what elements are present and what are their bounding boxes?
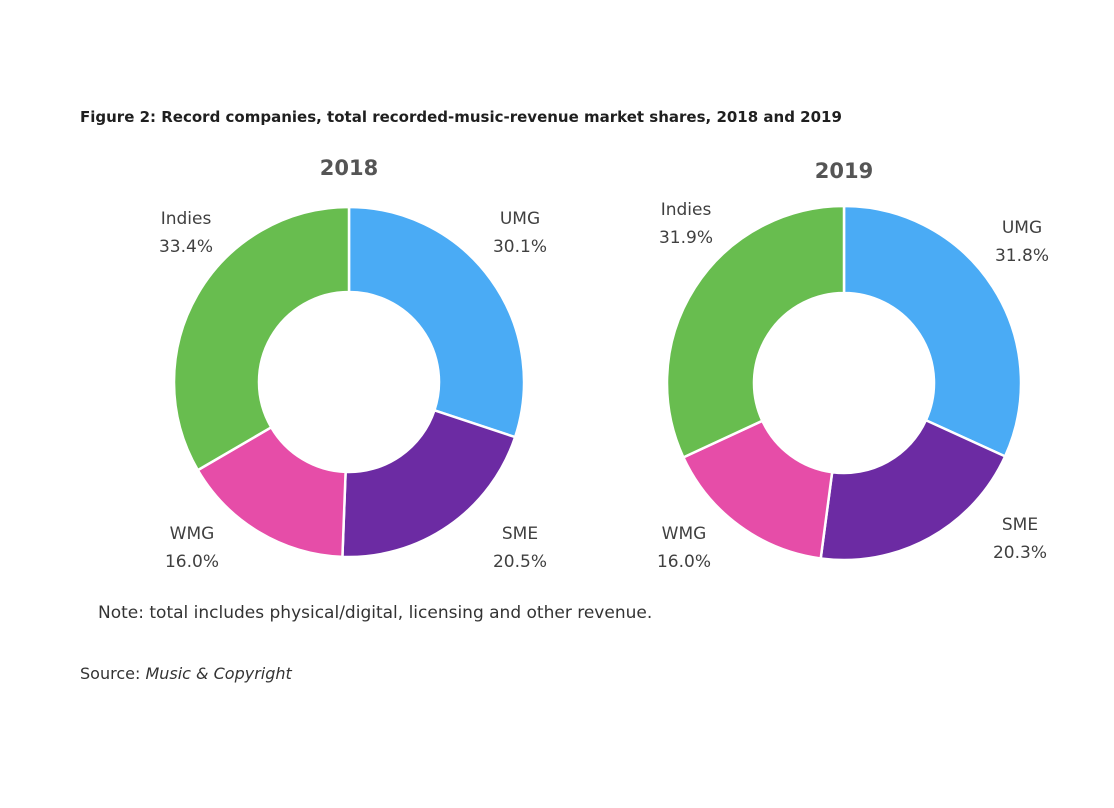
figure-title: Figure 2: Record companies, total record…: [80, 108, 842, 126]
figure-note: Note: total includes physical/digital, l…: [98, 603, 653, 623]
slice-value-umg-2019: 31.8%: [995, 246, 1049, 266]
slice-umg-2018: [347, 205, 526, 439]
slice-value-wmg-2018: 16.0%: [165, 552, 219, 572]
source-name: Music & Copyright: [145, 664, 292, 683]
slice-label-indies-2018: Indies: [161, 209, 212, 229]
donut-chart-2018: 2018 UMG 30.1% SME 20.5% WMG 16.0% Indies 33.4%: [159, 156, 547, 572]
slice-value-sme-2019: 20.3%: [993, 543, 1047, 563]
slice-value-wmg-2019: 16.0%: [657, 552, 711, 572]
chart-title-2019: 2019: [815, 159, 873, 183]
slice-sme-2018: [341, 408, 517, 559]
slice-sme-2019: [819, 418, 1007, 562]
slice-value-umg-2018: 30.1%: [493, 237, 547, 257]
slice-label-sme-2018: SME: [502, 524, 538, 544]
slice-value-indies-2019: 31.9%: [659, 228, 713, 248]
slice-value-sme-2018: 20.5%: [493, 552, 547, 572]
slice-label-umg-2019: UMG: [1002, 218, 1042, 238]
slice-label-sme-2019: SME: [1002, 515, 1038, 535]
slice-wmg-2019: [681, 419, 834, 560]
source-label: Source:: [80, 664, 141, 683]
slice-value-indies-2018: 33.4%: [159, 237, 213, 257]
slice-indies-2019: [665, 204, 846, 460]
slice-label-indies-2019: Indies: [661, 200, 712, 220]
chart-title-2018: 2018: [320, 156, 378, 180]
donut-chart-2019: 2019 UMG 31.8% SME 20.3% WMG 16.0% Indies 31.9%: [657, 159, 1049, 572]
figure-source: Source: Music & Copyright: [80, 664, 292, 683]
slice-label-wmg-2019: WMG: [662, 524, 707, 544]
slice-label-umg-2018: UMG: [500, 209, 540, 229]
slice-indies-2018: [172, 205, 351, 472]
slice-umg-2019: [842, 204, 1023, 459]
slice-label-wmg-2018: WMG: [170, 524, 215, 544]
